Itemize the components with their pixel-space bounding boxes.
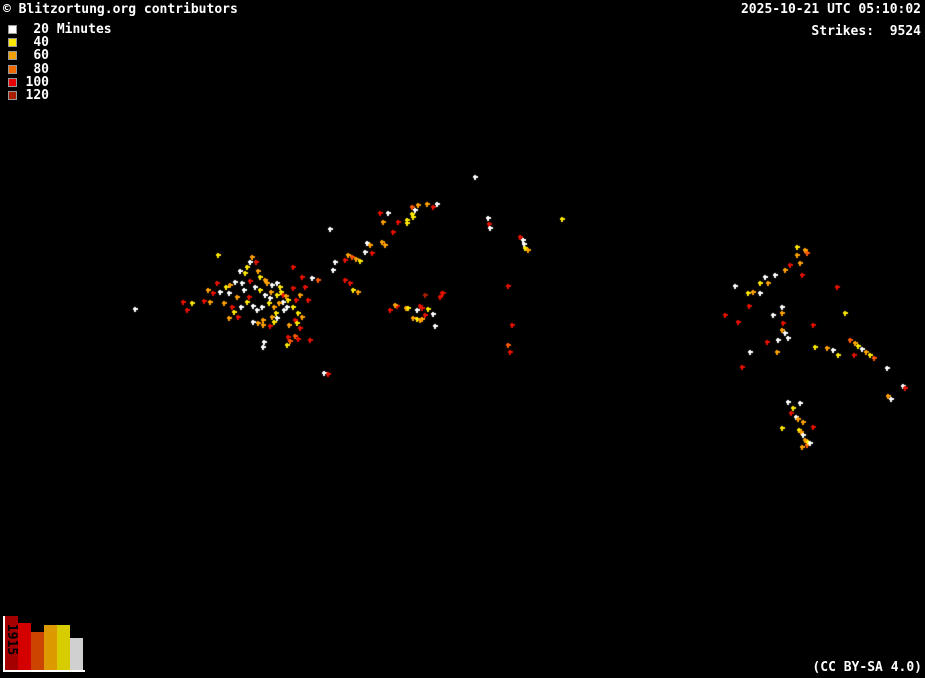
strike-age-legend: 20 Minutes 40 60 80 100 120	[8, 22, 112, 104]
legend-minutes-value: 40	[33, 35, 49, 51]
legend-swatch	[8, 77, 17, 87]
attribution-text: © Blitzortung.org contributors	[3, 2, 238, 17]
legend-swatch	[8, 91, 17, 101]
legend-unit-label: Minutes	[49, 22, 112, 38]
histogram-bar	[57, 625, 70, 670]
legend-item: 120	[8, 88, 112, 104]
histogram-bar	[18, 623, 31, 670]
legend-swatch	[8, 25, 17, 35]
license-text: (CC BY-SA 4.0)	[812, 660, 922, 675]
histogram-count-label: 1915	[4, 623, 19, 655]
legend-item: 20 Minutes	[8, 22, 112, 38]
timestamp-text: 2025-10-21 UTC 05:10:02	[740, 2, 921, 17]
legend-item: 100	[8, 74, 112, 90]
legend-minutes-value: 80	[33, 61, 49, 77]
legend-swatch	[8, 51, 17, 61]
legend-item: 80	[8, 61, 112, 77]
legend-minutes-value: 120	[25, 88, 49, 104]
strike-histogram: 1915	[3, 616, 85, 672]
legend-swatch	[8, 38, 17, 48]
legend-minutes-value: 100	[25, 74, 49, 90]
strikes-counter: Strikes: 9524	[811, 24, 921, 39]
histogram-bar	[31, 632, 44, 670]
legend-minutes-value: 60	[33, 48, 49, 64]
histogram-bar: 1915	[4, 616, 19, 670]
legend-item: 40	[8, 35, 112, 51]
legend-minutes-value: 20	[33, 22, 49, 38]
legend-item: 60	[8, 48, 112, 64]
legend-swatch	[8, 64, 17, 74]
histogram-bar	[70, 638, 83, 670]
histogram-bar	[44, 625, 57, 670]
